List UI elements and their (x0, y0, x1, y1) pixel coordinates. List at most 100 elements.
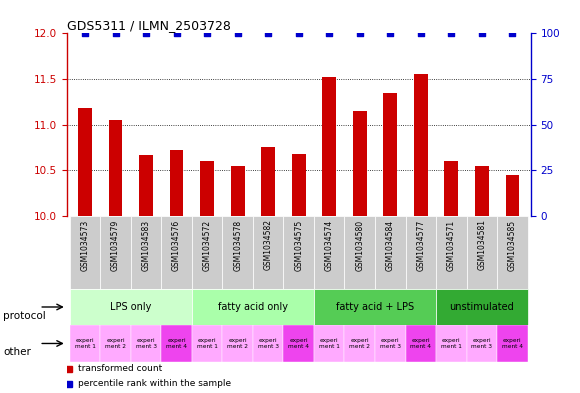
Text: experi
ment 3: experi ment 3 (380, 338, 401, 349)
Text: experi
ment 3: experi ment 3 (472, 338, 492, 349)
Bar (78, 108, 92, 216)
Point (202, 30, 212, 37)
Bar (436, 325, 466, 362)
Bar (466, 216, 497, 289)
Bar (506, 175, 519, 216)
Text: GSM1034576: GSM1034576 (172, 219, 181, 271)
Text: experi
ment 3: experi ment 3 (136, 338, 157, 349)
Text: GSM1034574: GSM1034574 (325, 219, 333, 271)
Bar (466, 325, 497, 362)
Point (477, 30, 487, 37)
Bar (345, 216, 375, 289)
Text: GSM1034572: GSM1034572 (202, 219, 212, 270)
Bar (345, 325, 375, 362)
Bar (262, 147, 275, 216)
Text: fatty acid + LPS: fatty acid + LPS (336, 302, 414, 312)
Bar (192, 289, 314, 325)
Text: experi
ment 2: experi ment 2 (105, 338, 126, 349)
Text: GSM1034585: GSM1034585 (508, 219, 517, 270)
Point (325, 30, 334, 37)
Point (355, 30, 364, 37)
Bar (222, 216, 253, 289)
Point (172, 30, 181, 37)
Bar (100, 325, 131, 362)
Bar (192, 216, 222, 289)
Text: experi
ment 1: experi ment 1 (319, 338, 340, 349)
Point (447, 30, 456, 37)
Point (386, 30, 395, 37)
Bar (161, 325, 192, 362)
Bar (414, 74, 427, 216)
Point (294, 30, 303, 37)
Bar (383, 93, 397, 216)
Bar (353, 111, 367, 216)
Text: GSM1034577: GSM1034577 (416, 219, 425, 271)
Bar (222, 325, 253, 362)
Bar (70, 216, 100, 289)
Text: percentile rank within the sample: percentile rank within the sample (78, 379, 231, 388)
Text: protocol: protocol (3, 311, 46, 321)
Point (81, 30, 90, 37)
Text: fatty acid only: fatty acid only (218, 302, 288, 312)
Text: GSM1034575: GSM1034575 (294, 219, 303, 271)
Text: GSM1034580: GSM1034580 (356, 219, 364, 270)
Point (142, 30, 151, 37)
Text: GSM1034583: GSM1034583 (142, 219, 151, 270)
Bar (314, 289, 436, 325)
Text: GSM1034571: GSM1034571 (447, 219, 456, 270)
Bar (375, 216, 405, 289)
Bar (375, 325, 405, 362)
Point (111, 30, 120, 37)
Text: GSM1034582: GSM1034582 (264, 219, 273, 270)
Text: experi
ment 4: experi ment 4 (288, 338, 309, 349)
Bar (284, 216, 314, 289)
Text: experi
ment 2: experi ment 2 (227, 338, 248, 349)
Text: experi
ment 1: experi ment 1 (197, 338, 218, 349)
Bar (444, 161, 458, 216)
Text: unstimulated: unstimulated (450, 302, 514, 312)
Text: GSM1034579: GSM1034579 (111, 219, 120, 271)
Bar (475, 165, 489, 216)
Bar (253, 325, 284, 362)
Text: experi
ment 4: experi ment 4 (502, 338, 523, 349)
Bar (108, 120, 122, 216)
Bar (200, 161, 214, 216)
Text: experi
ment 1: experi ment 1 (75, 338, 96, 349)
Text: other: other (3, 347, 31, 357)
Bar (100, 216, 131, 289)
Bar (314, 325, 345, 362)
Bar (436, 289, 528, 325)
Text: GSM1034573: GSM1034573 (81, 219, 89, 271)
Text: experi
ment 1: experi ment 1 (441, 338, 462, 349)
Text: experi
ment 3: experi ment 3 (258, 338, 278, 349)
Bar (497, 325, 528, 362)
Text: GSM1034578: GSM1034578 (233, 219, 242, 270)
Bar (405, 216, 436, 289)
Bar (131, 216, 161, 289)
Point (233, 30, 242, 37)
Point (416, 30, 426, 37)
Bar (70, 289, 192, 325)
Bar (314, 216, 345, 289)
Text: LPS only: LPS only (110, 302, 151, 312)
Point (263, 30, 273, 37)
Bar (161, 216, 192, 289)
Bar (436, 216, 466, 289)
Text: experi
ment 2: experi ment 2 (349, 338, 370, 349)
Bar (131, 325, 161, 362)
Bar (253, 216, 284, 289)
Bar (70, 325, 100, 362)
Text: GDS5311 / ILMN_2503728: GDS5311 / ILMN_2503728 (67, 19, 231, 32)
Bar (139, 155, 153, 216)
Bar (170, 150, 183, 216)
Bar (192, 325, 222, 362)
Bar (284, 325, 314, 362)
Text: transformed count: transformed count (78, 364, 162, 373)
Bar (405, 325, 436, 362)
Text: experi
ment 4: experi ment 4 (410, 338, 432, 349)
Text: experi
ment 4: experi ment 4 (166, 338, 187, 349)
Bar (322, 77, 336, 216)
Bar (497, 216, 528, 289)
Bar (231, 165, 245, 216)
Text: GSM1034581: GSM1034581 (477, 219, 487, 270)
